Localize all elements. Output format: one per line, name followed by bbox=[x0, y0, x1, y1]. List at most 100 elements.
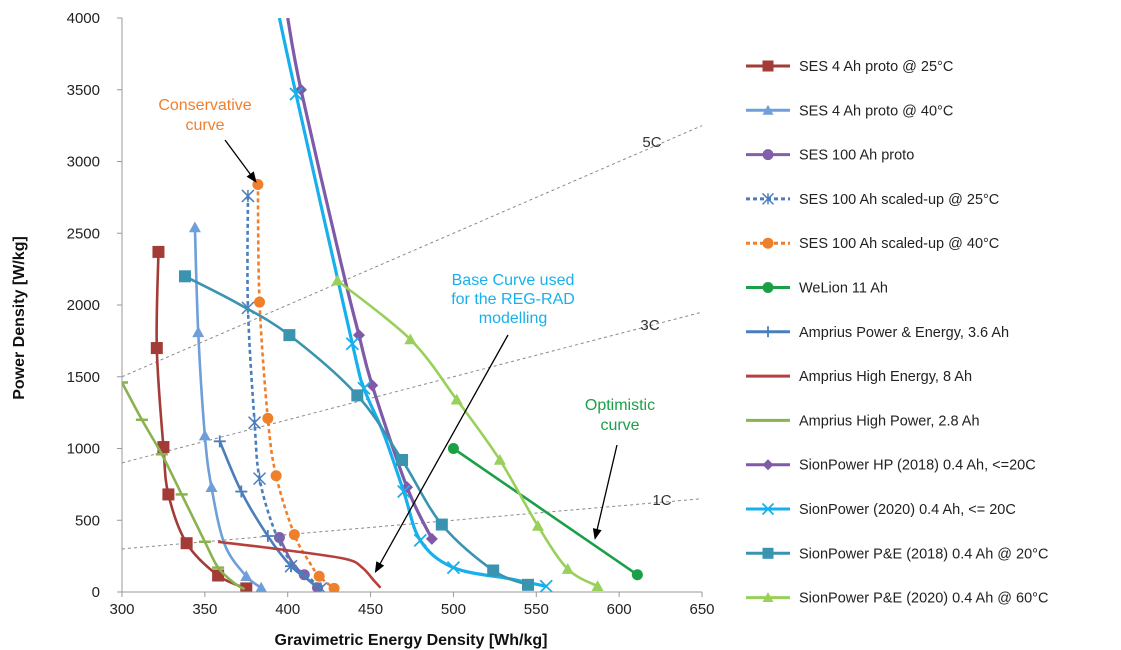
marker-square bbox=[487, 564, 500, 577]
annotation-text: Conservative bbox=[158, 97, 251, 114]
series-group bbox=[252, 178, 340, 592]
series-line bbox=[155, 251, 247, 590]
y-tick-label: 0 bbox=[92, 584, 100, 601]
legend-entry: SES 100 Ah scaled-up @ 40°C bbox=[799, 236, 999, 252]
marker-circle bbox=[447, 443, 459, 454]
marker-circle bbox=[313, 570, 325, 582]
annotation-arrowhead bbox=[246, 171, 257, 183]
series-line bbox=[218, 440, 319, 589]
marker-plus bbox=[213, 435, 226, 448]
annotation-arrowhead bbox=[374, 561, 385, 574]
series-line bbox=[246, 195, 322, 591]
y-tick-label: 500 bbox=[75, 512, 100, 529]
marker-triangle bbox=[205, 481, 218, 493]
legend-entry: SES 100 Ah scaled-up @ 25°C bbox=[799, 192, 999, 208]
series-group bbox=[331, 274, 604, 592]
marker-diamond bbox=[425, 532, 438, 545]
c-rate-label: 3C bbox=[640, 317, 659, 334]
series-group bbox=[178, 270, 534, 591]
series-line bbox=[122, 381, 246, 591]
marker-x bbox=[397, 484, 411, 499]
x-tick-label: 650 bbox=[689, 601, 714, 618]
marker-circle bbox=[762, 149, 774, 161]
legend-entry: SionPower (2020) 0.4 Ah, <= 20C bbox=[799, 502, 1016, 518]
marker-plus bbox=[261, 530, 274, 543]
marker-star bbox=[248, 416, 262, 430]
marker-square bbox=[152, 245, 165, 258]
series-line bbox=[277, 18, 547, 588]
legend-entry: Amprius High Power, 2.8 Ah bbox=[799, 413, 980, 429]
x-tick-label: 450 bbox=[358, 601, 383, 618]
marker-circle bbox=[273, 531, 285, 543]
marker-square bbox=[240, 582, 253, 592]
marker-triangle bbox=[762, 104, 774, 115]
series-line bbox=[217, 540, 382, 589]
annotation-arrow bbox=[596, 444, 618, 532]
legend: SES 4 Ah proto @ 25°C SES 4 Ah proto @ 40… bbox=[746, 59, 1048, 607]
annotation-arrowhead bbox=[592, 528, 602, 540]
series-group bbox=[122, 381, 246, 591]
marker-star bbox=[253, 472, 267, 486]
marker-plus bbox=[285, 560, 298, 573]
marker-x bbox=[446, 560, 461, 575]
marker-star bbox=[314, 581, 328, 592]
marker-square bbox=[396, 453, 409, 466]
marker-triangle bbox=[240, 570, 253, 582]
marker-triangle bbox=[198, 429, 211, 441]
c-rate-label: 5C bbox=[642, 134, 661, 151]
y-tick-label: 2000 bbox=[67, 297, 100, 314]
marker-square bbox=[762, 547, 774, 559]
legend-entry: SES 100 Ah proto bbox=[799, 148, 914, 164]
series-group bbox=[241, 189, 328, 592]
series-group bbox=[286, 18, 438, 545]
series-group bbox=[188, 221, 267, 592]
annotation-arrow bbox=[224, 139, 252, 177]
c-rate-line bbox=[121, 311, 703, 464]
marker-triangle bbox=[255, 581, 267, 592]
axes-layer: 300 350 400 450 500 550 600 650 0 500 1000 1500 2000… bbox=[67, 10, 715, 618]
marker-x bbox=[413, 533, 427, 547]
y-tick-label: 3500 bbox=[67, 82, 100, 99]
marker-x bbox=[345, 337, 359, 351]
x-tick-label: 400 bbox=[275, 601, 300, 618]
annotation-text: modelling bbox=[479, 310, 547, 327]
marker-star bbox=[241, 189, 255, 203]
x-axis-title: Gravimetric Energy Density [Wh/kg] bbox=[275, 632, 548, 649]
series-line bbox=[193, 227, 262, 589]
marker-square bbox=[351, 389, 364, 402]
marker-x bbox=[289, 87, 303, 101]
marker-circle bbox=[762, 237, 774, 249]
annotation-text: curve bbox=[600, 417, 639, 434]
annotation-arrow bbox=[378, 334, 509, 566]
series-line bbox=[336, 279, 599, 588]
series-group bbox=[213, 435, 319, 589]
legend-entry: SionPower HP (2018) 0.4 Ah, <=20C bbox=[799, 458, 1036, 474]
marker-circle bbox=[328, 582, 340, 592]
y-tick-label: 4000 bbox=[67, 10, 100, 27]
marker-square bbox=[762, 60, 774, 72]
y-tick-label: 1000 bbox=[67, 441, 100, 458]
x-tick-label: 600 bbox=[607, 601, 632, 618]
marker-triangle bbox=[404, 333, 417, 345]
marker-square bbox=[283, 329, 296, 342]
x-tick-label: 300 bbox=[109, 601, 134, 618]
c-rate-label: 1C bbox=[652, 492, 671, 509]
marker-circle bbox=[762, 282, 774, 293]
series-line bbox=[184, 275, 529, 587]
y-tick-label: 2500 bbox=[67, 225, 100, 242]
marker-square bbox=[162, 488, 175, 501]
legend-entry: SES 4 Ah proto @ 40°C bbox=[799, 103, 953, 119]
marker-star bbox=[761, 192, 775, 205]
marker-square bbox=[435, 518, 448, 531]
series-group bbox=[277, 18, 553, 592]
annotation-text: for the REG-RAD bbox=[451, 291, 575, 308]
marker-circle bbox=[631, 569, 643, 581]
marker-circle bbox=[254, 296, 266, 308]
marker-triangle bbox=[591, 580, 604, 592]
marker-triangle bbox=[450, 393, 463, 405]
marker-triangle bbox=[531, 519, 544, 531]
annotation-text: curve bbox=[185, 117, 224, 134]
marker-x bbox=[539, 579, 553, 592]
marker-triangle bbox=[561, 563, 574, 574]
